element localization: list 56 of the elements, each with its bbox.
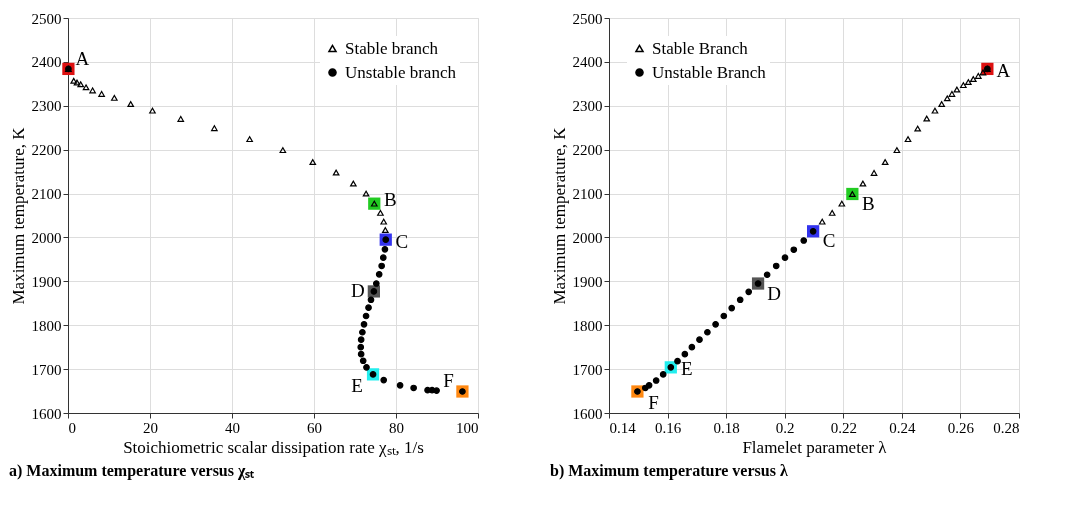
- x-tick-label: 0.22: [830, 419, 857, 436]
- annotation: D: [767, 282, 781, 304]
- y-tick-label: 1800: [572, 317, 603, 334]
- annotation: E: [351, 375, 363, 397]
- legend-label: Unstable branch: [345, 62, 457, 82]
- y-tick-label: 2000: [572, 229, 603, 246]
- y-tick-label: 2300: [31, 98, 62, 115]
- x-tick-label: 0.2: [775, 419, 795, 436]
- legend-label: Unstable Branch: [652, 62, 767, 82]
- annotation: A: [996, 59, 1011, 81]
- y-tick-label: 1700: [572, 361, 603, 378]
- x-tick-label: 0.28: [993, 419, 1020, 436]
- annotation: F: [648, 392, 659, 414]
- y-tick-label: 1900: [31, 273, 62, 290]
- x-tick-label: 80: [389, 419, 404, 436]
- x-tick-label: 100: [456, 419, 479, 436]
- y-tick-label: 2200: [31, 142, 62, 159]
- legend-label: Stable branch: [345, 38, 439, 58]
- y-tick-label: 2100: [31, 186, 62, 203]
- x-tick-label: 0.14: [609, 419, 637, 436]
- y-tick-label: 1600: [572, 405, 603, 422]
- legend-label: Stable Branch: [652, 38, 749, 58]
- y-axis-title: Maximum temperature, K: [8, 126, 28, 305]
- y-tick-label: 2300: [572, 98, 603, 115]
- x-axis-title: Stoichiometric scalar dissipation rate χₛₜ, 1/s: [123, 437, 424, 457]
- y-tick-label: 2100: [572, 186, 603, 203]
- annotation: B: [862, 192, 875, 214]
- x-tick-label: 0.24: [889, 419, 916, 436]
- y-tick-label: 1700: [31, 361, 62, 378]
- annotation: D: [350, 280, 365, 302]
- text: a) Maximum temperature versus χₛₜ: [9, 462, 255, 480]
- y-axis-title: Maximum temperature, K: [549, 126, 569, 305]
- y-tick-label: 2200: [572, 142, 603, 159]
- x-tick-label: 0.18: [713, 419, 740, 436]
- y-tick-label: 2500: [31, 10, 62, 27]
- y-tick-label: 2400: [31, 54, 62, 71]
- y-tick-label: 1800: [31, 317, 62, 334]
- x-tick-label: 20: [143, 419, 158, 436]
- annotation: A: [75, 47, 90, 69]
- y-tick-label: 2000: [31, 229, 62, 246]
- x-tick-label: 60: [307, 419, 322, 436]
- x-axis-title: Flamelet parameter λ: [742, 437, 888, 457]
- annotation: E: [680, 358, 693, 380]
- y-tick-label: 1600: [31, 405, 62, 422]
- y-tick-label: 2400: [572, 54, 603, 71]
- annotation: C: [822, 230, 836, 252]
- x-tick-label: 40: [225, 419, 240, 436]
- x-tick-label: 0: [68, 419, 76, 436]
- text: b) Maximum temperature versus λ: [550, 462, 788, 480]
- x-tick-label: 0.16: [654, 419, 682, 436]
- annotation: F: [443, 370, 454, 392]
- y-tick-label: 2500: [572, 10, 603, 27]
- x-tick-label: 0.26: [947, 419, 975, 436]
- y-tick-label: 1900: [572, 273, 603, 290]
- annotation: C: [395, 230, 409, 252]
- annotation: B: [383, 188, 397, 210]
